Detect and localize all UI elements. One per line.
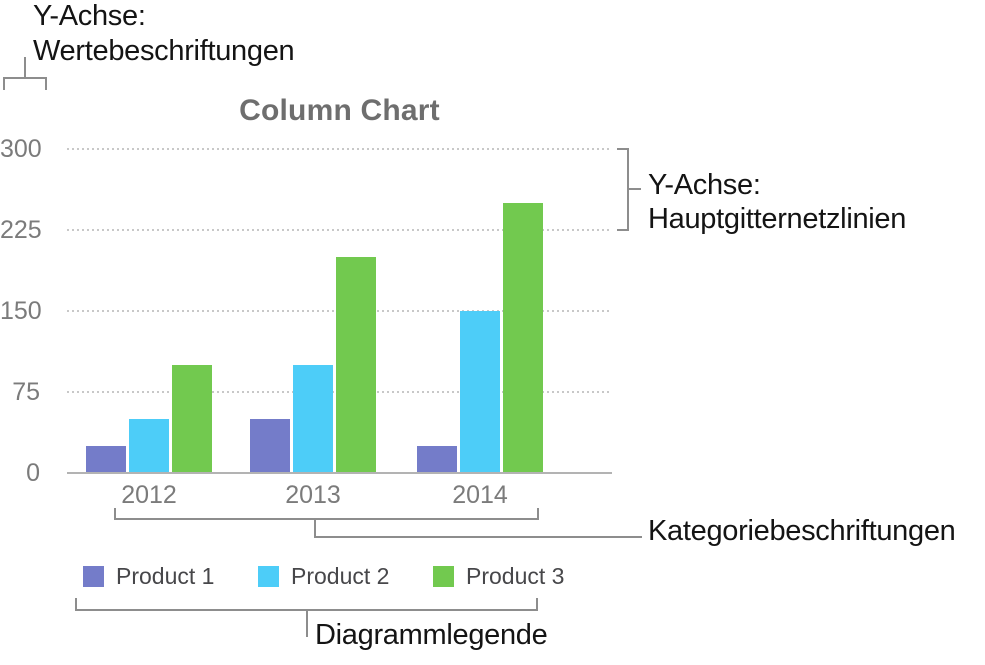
annotation-line: Y-Achse:	[33, 0, 146, 32]
x-axis-line	[67, 472, 612, 474]
gridlines-bracket-icon	[617, 148, 641, 231]
bar-product-1	[417, 446, 457, 473]
y-axis-tick-label: 75	[12, 378, 40, 406]
chart-title: Column Chart	[239, 94, 440, 127]
y-axis-tick-label: 150	[0, 297, 42, 325]
legend-swatch-icon	[83, 566, 104, 587]
category-label: 2014	[452, 481, 508, 509]
bar-product-1	[250, 419, 290, 473]
annotation-y-axis-value-labels: Y-Achse: Wertebeschriftungen	[33, 0, 295, 69]
annotation-line: Y-Achse:	[648, 169, 761, 201]
legend-label: Product 1	[116, 563, 215, 589]
y-axis-tick-label: 0	[26, 459, 40, 487]
bar-product-3	[336, 257, 376, 473]
legend-item: Product 3	[433, 563, 564, 590]
bar-product-2	[129, 419, 169, 473]
bar-product-3	[503, 203, 543, 473]
bar-product-2	[460, 311, 500, 473]
legend-label: Product 3	[466, 563, 565, 589]
bar-product-3	[172, 365, 212, 473]
legend-label: Product 2	[291, 563, 390, 589]
legend-item: Product 2	[258, 563, 389, 590]
legend-item: Product 1	[83, 563, 214, 590]
category-label: 2012	[121, 481, 177, 509]
category-label: 2013	[285, 481, 341, 509]
category-labels-bracket-icon	[114, 508, 642, 538]
annotation-line: Hauptgitternetzlinien	[648, 203, 907, 235]
y-gridline	[67, 229, 612, 231]
legend-swatch-icon	[258, 566, 279, 587]
bar-product-1	[86, 446, 126, 473]
y-axis-tick-label: 300	[0, 135, 42, 163]
legend-swatch-icon	[433, 566, 454, 587]
annotation-line: Wertebeschriftungen	[33, 35, 295, 67]
annotation-category-labels: Kategoriebeschriftungen	[648, 515, 956, 547]
y-gridline	[67, 148, 612, 150]
y-axis-tick-label: 225	[0, 216, 42, 244]
bar-product-2	[293, 365, 333, 473]
annotation-chart-legend: Diagrammlegende	[315, 619, 548, 651]
annotation-y-axis-major-gridlines: Y-Achse: Hauptgitternetzlinien	[648, 168, 906, 236]
